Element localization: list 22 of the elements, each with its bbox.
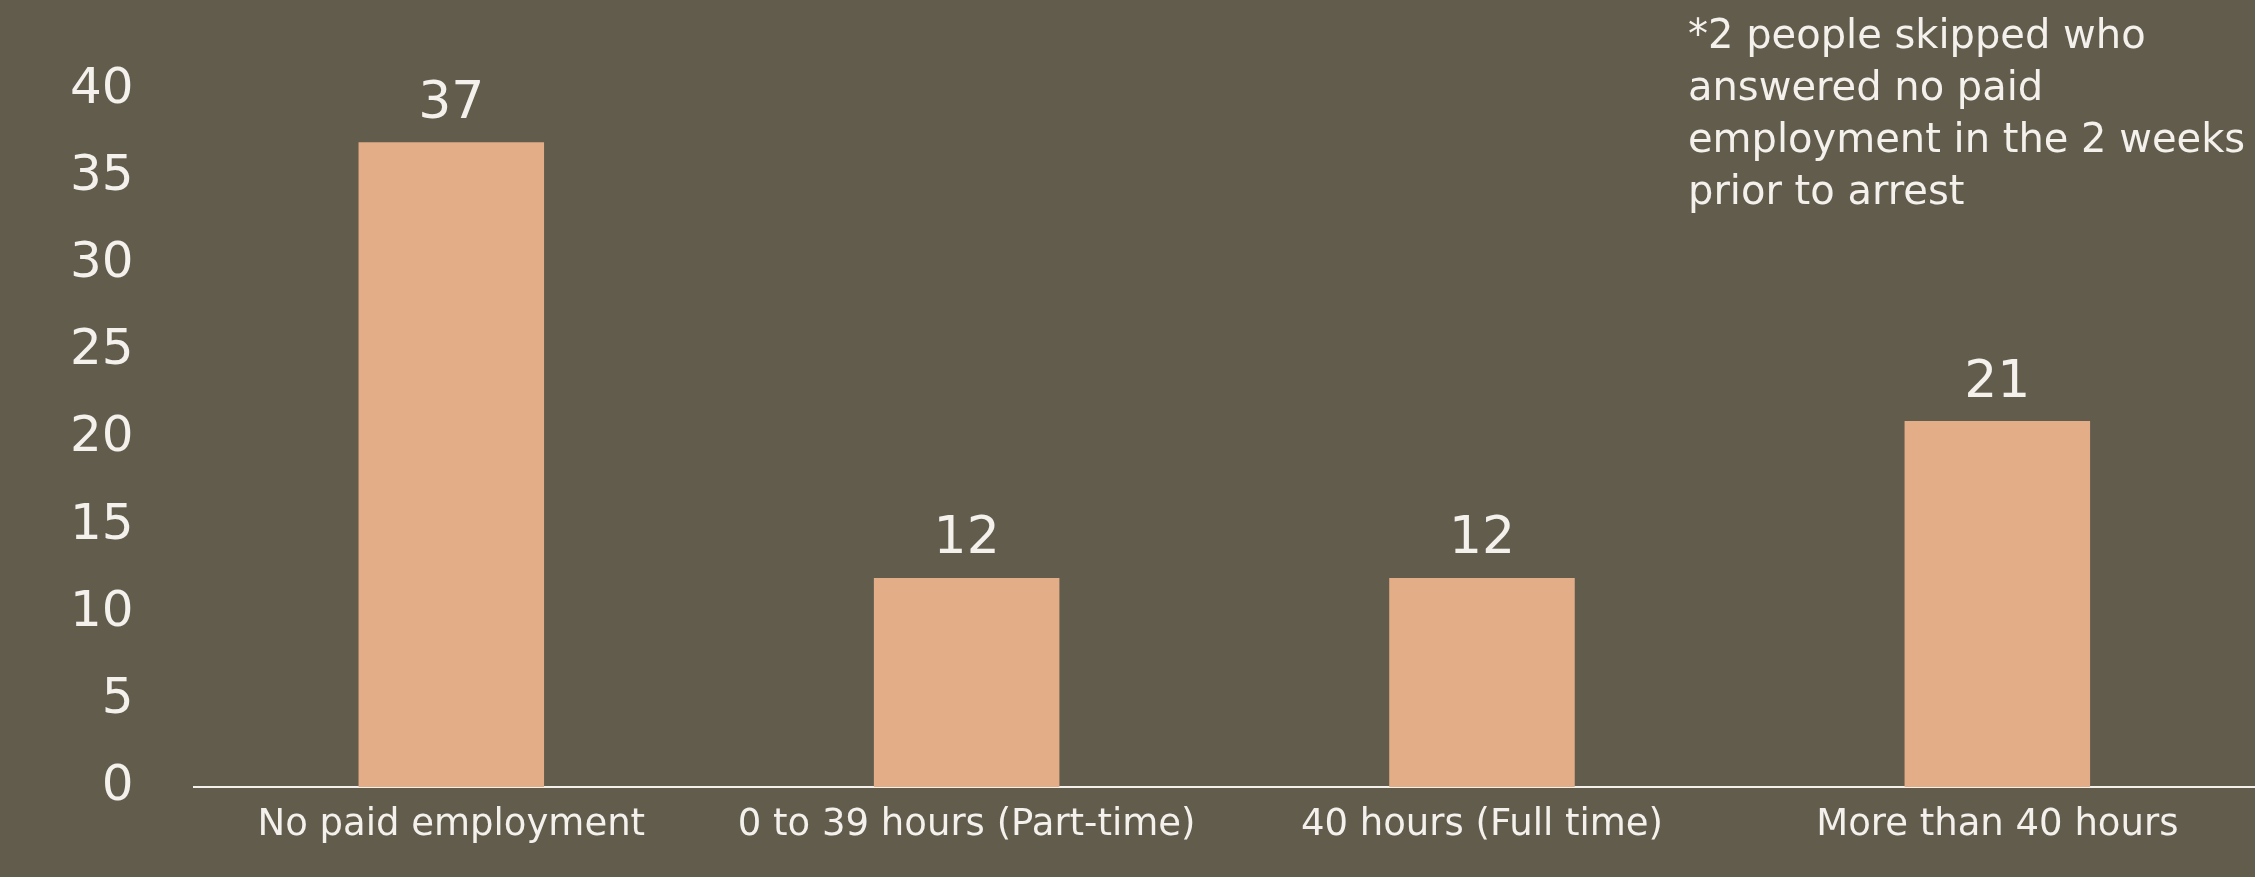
annotation: *2 people skipped who answered no paid employment in the 2 weeks prior to arrest [1688,10,2247,215]
y-tick-label: 10 [70,579,134,638]
y-tick-label: 30 [70,231,134,290]
y-tick-label: 0 [101,753,134,812]
data-label: 21 [1964,348,2031,409]
bar [1904,421,2091,787]
x-tick-label: 40 hours (Full time) [1300,800,1664,844]
y-tick-label: 20 [70,405,134,464]
y-tick-label: 5 [101,666,134,725]
y-tick-label: 35 [70,144,134,203]
x-tick-label: 0 to 39 hours (Part-time) [737,800,1196,844]
data-label: 12 [1448,505,1516,566]
x-tick-label: No paid employment [257,800,646,844]
y-tick-label: 15 [70,492,134,551]
bar [873,577,1060,787]
data-label: 12 [933,505,1000,566]
bar [358,142,545,787]
y-tick-label: 40 [70,56,134,115]
bar [1389,577,1575,787]
data-label: 37 [418,69,485,130]
x-tick-label: More than 40 hours [1816,800,2179,844]
y-tick-label: 25 [70,318,134,377]
